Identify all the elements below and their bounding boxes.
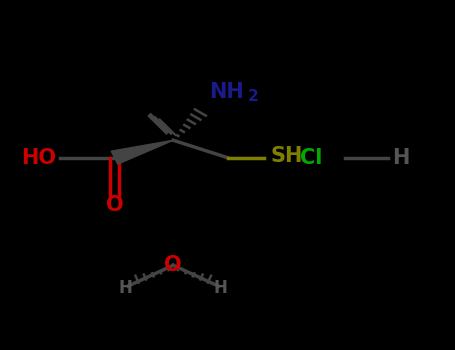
Text: 2: 2 bbox=[248, 89, 258, 104]
Text: O: O bbox=[106, 195, 123, 215]
Text: Cl: Cl bbox=[300, 148, 323, 168]
Text: H: H bbox=[393, 148, 410, 168]
Text: SH: SH bbox=[270, 146, 303, 166]
Text: H: H bbox=[119, 279, 133, 297]
Text: H: H bbox=[214, 279, 228, 297]
Text: HO: HO bbox=[20, 148, 56, 168]
Text: NH: NH bbox=[209, 82, 244, 102]
Polygon shape bbox=[111, 140, 173, 164]
Text: O: O bbox=[164, 255, 182, 275]
